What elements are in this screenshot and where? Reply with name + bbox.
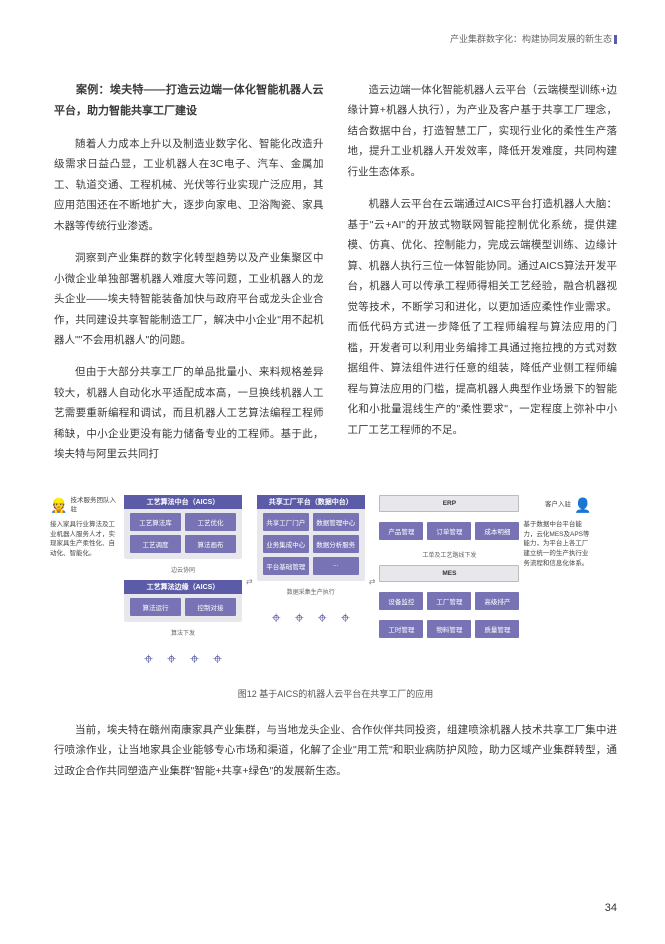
cell: 产品管理 (379, 522, 423, 540)
cell: ... (313, 557, 359, 575)
cell: 订单管理 (427, 522, 471, 540)
bottom-paragraph: 当前，埃夫特在赣州南康家具产业集群，与当地龙头企业、合作伙伴共同投资，组建喷涂机… (54, 720, 617, 781)
user-icon: 👤 (574, 495, 591, 516)
para: 随着人力成本上升以及制造业数字化、智能化改造升级需求日益凸显，工业机器人在3C电… (54, 134, 324, 236)
cell: 算法运行 (130, 598, 181, 616)
cell: 工艺优化 (185, 513, 236, 531)
cell: 工艺算法库 (130, 513, 181, 531)
algo-down-label: 算法下发 (124, 628, 242, 637)
right-side-note: 客户入驻 👤 基于数据中台平台能力，云化MES及APS等能力，为平台上各工厂建立… (523, 495, 591, 569)
architecture-diagram: 👷 技术服务团队入驻 接入家具行业算法及工业机器人服务人才，实现家具生产柔性化、… (50, 495, 621, 669)
group-title: 工艺算法边缘（AICS） (124, 580, 242, 594)
para: 洞察到产业集群的数字化转型趋势以及产业集聚区中小微企业单独部署机器人难度大等问题… (54, 248, 324, 350)
cell: 数据分析服务 (313, 535, 359, 553)
platform-group: 共享工厂平台（数据中台） 共享工厂门户 数据管理中心 业务集成中心 数据分析服务… (257, 495, 365, 581)
group-title: 共享工厂平台（数据中台） (257, 495, 365, 509)
cell: 高级排产 (475, 592, 519, 610)
figure-caption: 图12 基于AICS的机器人云平台在共享工厂的应用 (54, 687, 617, 700)
erp-title: ERP (379, 495, 519, 512)
cell: 物料管理 (427, 620, 471, 638)
cell: 工时管理 (379, 620, 423, 638)
mes-title: MES (379, 565, 519, 582)
aics-edge-group: 工艺算法边缘（AICS） 算法运行 控制对接 (124, 580, 242, 622)
robot-icons: ⌖⌖⌖⌖ (257, 610, 365, 628)
worker-icon: 👷 (50, 495, 67, 516)
data-collect-label: 数据采集生产执行 (257, 587, 365, 596)
edge-label: 边云协同 (124, 565, 242, 574)
cell: 平台基础管理 (263, 557, 309, 575)
double-arrow-icon: ⇄ (246, 577, 253, 586)
para: 造云边端一体化智能机器人云平台（云端模型训练+边缘计算+机器人执行），为产业及客… (348, 80, 618, 182)
left-side-note: 👷 技术服务团队入驻 接入家具行业算法及工业机器人服务人才，实现家具生产柔性化、… (50, 495, 120, 559)
group-title: 工艺算法中台（AICS） (124, 495, 242, 509)
cell: 共享工厂门户 (263, 513, 309, 531)
left-column: 案例：埃夫特——打造云边端一体化智能机器人云平台，助力智能共享工厂建设 随着人力… (54, 80, 324, 477)
aics-cloud-group: 工艺算法中台（AICS） 工艺算法库 工艺优化 工艺调度 算法画布 (124, 495, 242, 559)
cell: 设备监控 (379, 592, 423, 610)
cell: 成本明细 (475, 522, 519, 540)
note-body: 接入家具行业算法及工业机器人服务人才，实现家具生产柔性化、自动化、智能化。 (50, 520, 120, 559)
header-text: 产业集群数字化：构建协同发展的新生态 (450, 34, 612, 44)
cell: 工厂管理 (427, 592, 471, 610)
double-arrow-icon: ⇄ (369, 577, 376, 586)
cell: 质量管理 (475, 620, 519, 638)
note-title: 客户入驻 (545, 500, 571, 510)
cell: 算法画布 (185, 535, 236, 553)
page-number: 34 (605, 902, 617, 914)
cell: 控制对接 (185, 598, 236, 616)
para: 机器人云平台在云端通过AICS平台打造机器人大脑：基于"云+AI"的开放式物联网… (348, 194, 618, 440)
para: 但由于大部分共享工厂的单品批量小、来料规格差异较大，机器人自动化水平适配成本高，… (54, 362, 324, 464)
page-header: 产业集群数字化：构建协同发展的新生态 (450, 32, 617, 45)
cell: 数据管理中心 (313, 513, 359, 531)
case-title: 案例：埃夫特——打造云边端一体化智能机器人云平台，助力智能共享工厂建设 (54, 80, 324, 122)
robot-icons: ⌖⌖⌖⌖ (124, 651, 242, 669)
right-column: 造云边端一体化智能机器人云平台（云端模型训练+边缘计算+机器人执行），为产业及客… (348, 80, 618, 477)
note-body: 基于数据中台平台能力，云化MES及APS等能力，为平台上各工厂建立统一的生产执行… (523, 520, 591, 569)
cell: 工艺调度 (130, 535, 181, 553)
route-down-label: 工单及工艺路线下发 (379, 550, 519, 559)
cell: 业务集成中心 (263, 535, 309, 553)
note-title: 技术服务团队入驻 (70, 496, 120, 516)
